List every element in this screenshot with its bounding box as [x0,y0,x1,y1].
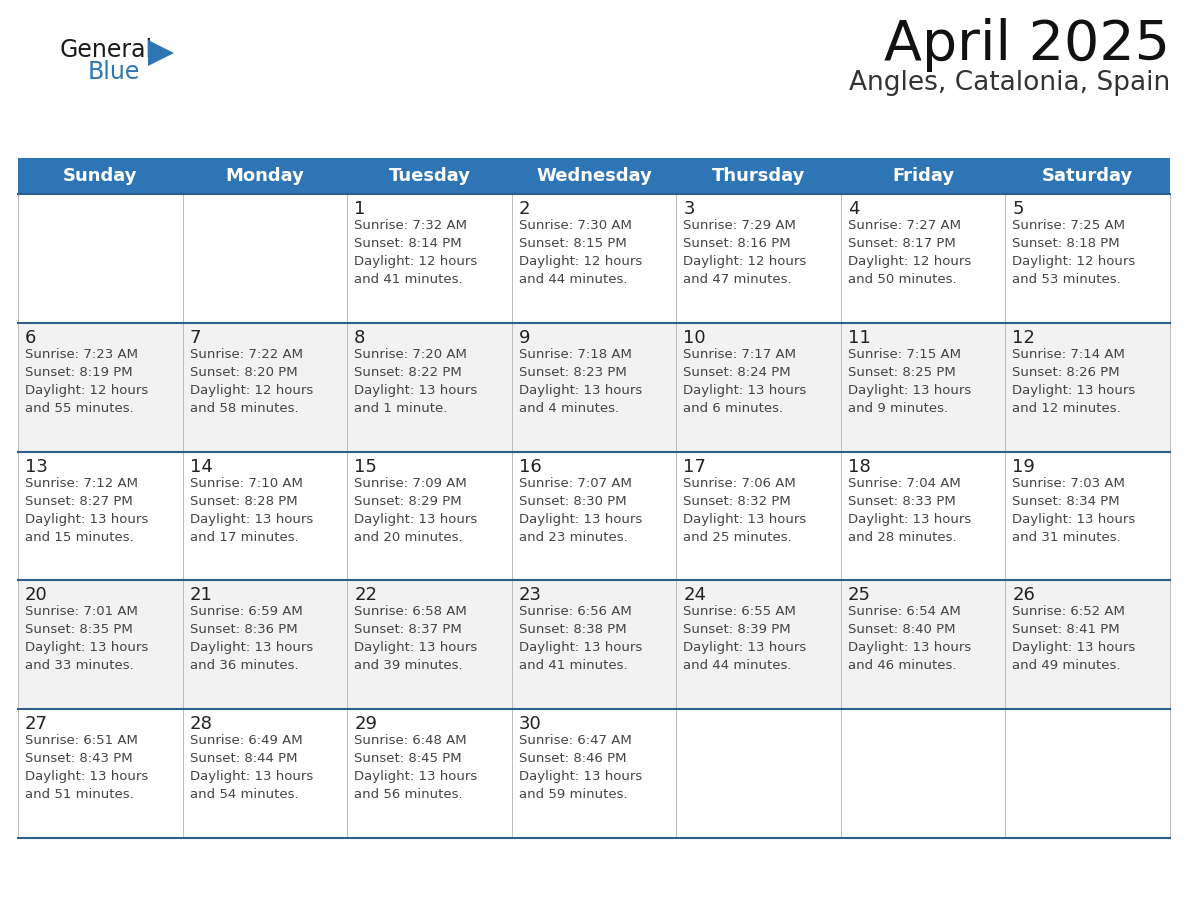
Bar [18,194,1170,323]
Text: Sunrise: 7:22 AM
Sunset: 8:20 PM
Daylight: 12 hours
and 58 minutes.: Sunrise: 7:22 AM Sunset: 8:20 PM Dayligh… [190,348,312,415]
Text: Sunrise: 7:30 AM
Sunset: 8:15 PM
Daylight: 12 hours
and 44 minutes.: Sunrise: 7:30 AM Sunset: 8:15 PM Dayligh… [519,219,642,286]
Polygon shape [148,40,173,66]
Text: Sunrise: 6:49 AM
Sunset: 8:44 PM
Daylight: 13 hours
and 54 minutes.: Sunrise: 6:49 AM Sunset: 8:44 PM Dayligh… [190,734,312,801]
Text: Sunrise: 7:09 AM
Sunset: 8:29 PM
Daylight: 13 hours
and 20 minutes.: Sunrise: 7:09 AM Sunset: 8:29 PM Dayligh… [354,476,478,543]
Bar [18,710,1170,838]
Text: 29: 29 [354,715,377,733]
Text: 21: 21 [190,587,213,604]
Text: Sunrise: 7:32 AM
Sunset: 8:14 PM
Daylight: 12 hours
and 41 minutes.: Sunrise: 7:32 AM Sunset: 8:14 PM Dayligh… [354,219,478,286]
Text: Sunrise: 6:55 AM
Sunset: 8:39 PM
Daylight: 13 hours
and 44 minutes.: Sunrise: 6:55 AM Sunset: 8:39 PM Dayligh… [683,605,807,672]
Text: Sunrise: 7:25 AM
Sunset: 8:18 PM
Daylight: 12 hours
and 53 minutes.: Sunrise: 7:25 AM Sunset: 8:18 PM Dayligh… [1012,219,1136,286]
Text: 5: 5 [1012,200,1024,218]
Text: 9: 9 [519,329,530,347]
Text: 2: 2 [519,200,530,218]
Bar [18,323,1170,452]
Text: General: General [61,38,153,62]
Text: 3: 3 [683,200,695,218]
Text: 23: 23 [519,587,542,604]
Text: Blue: Blue [88,60,140,84]
Bar [18,452,1170,580]
Text: Sunrise: 7:29 AM
Sunset: 8:16 PM
Daylight: 12 hours
and 47 minutes.: Sunrise: 7:29 AM Sunset: 8:16 PM Dayligh… [683,219,807,286]
Text: Angles, Catalonia, Spain: Angles, Catalonia, Spain [848,70,1170,96]
Text: Sunrise: 7:27 AM
Sunset: 8:17 PM
Daylight: 12 hours
and 50 minutes.: Sunrise: 7:27 AM Sunset: 8:17 PM Dayligh… [848,219,971,286]
Text: Sunrise: 7:06 AM
Sunset: 8:32 PM
Daylight: 13 hours
and 25 minutes.: Sunrise: 7:06 AM Sunset: 8:32 PM Dayligh… [683,476,807,543]
Text: Friday: Friday [892,167,954,185]
Bar [18,158,1170,194]
Text: 11: 11 [848,329,871,347]
Text: Sunrise: 7:10 AM
Sunset: 8:28 PM
Daylight: 13 hours
and 17 minutes.: Sunrise: 7:10 AM Sunset: 8:28 PM Dayligh… [190,476,312,543]
Text: 25: 25 [848,587,871,604]
Text: 28: 28 [190,715,213,733]
Text: Sunrise: 6:51 AM
Sunset: 8:43 PM
Daylight: 13 hours
and 51 minutes.: Sunrise: 6:51 AM Sunset: 8:43 PM Dayligh… [25,734,148,801]
Text: 18: 18 [848,457,871,476]
Text: 6: 6 [25,329,37,347]
Text: Saturday: Saturday [1042,167,1133,185]
Text: Sunrise: 7:18 AM
Sunset: 8:23 PM
Daylight: 13 hours
and 4 minutes.: Sunrise: 7:18 AM Sunset: 8:23 PM Dayligh… [519,348,642,415]
Text: Sunrise: 7:23 AM
Sunset: 8:19 PM
Daylight: 12 hours
and 55 minutes.: Sunrise: 7:23 AM Sunset: 8:19 PM Dayligh… [25,348,148,415]
Text: Sunrise: 7:01 AM
Sunset: 8:35 PM
Daylight: 13 hours
and 33 minutes.: Sunrise: 7:01 AM Sunset: 8:35 PM Dayligh… [25,605,148,672]
Text: April 2025: April 2025 [884,18,1170,72]
Text: Sunrise: 7:17 AM
Sunset: 8:24 PM
Daylight: 13 hours
and 6 minutes.: Sunrise: 7:17 AM Sunset: 8:24 PM Dayligh… [683,348,807,415]
Bar [18,580,1170,710]
Text: 27: 27 [25,715,48,733]
Text: 10: 10 [683,329,706,347]
Text: 13: 13 [25,457,48,476]
Text: Sunrise: 6:56 AM
Sunset: 8:38 PM
Daylight: 13 hours
and 41 minutes.: Sunrise: 6:56 AM Sunset: 8:38 PM Dayligh… [519,605,642,672]
Text: Thursday: Thursday [712,167,805,185]
Text: Sunrise: 7:04 AM
Sunset: 8:33 PM
Daylight: 13 hours
and 28 minutes.: Sunrise: 7:04 AM Sunset: 8:33 PM Dayligh… [848,476,971,543]
Text: Wednesday: Wednesday [536,167,652,185]
Text: Sunrise: 7:15 AM
Sunset: 8:25 PM
Daylight: 13 hours
and 9 minutes.: Sunrise: 7:15 AM Sunset: 8:25 PM Dayligh… [848,348,971,415]
Text: Sunrise: 7:03 AM
Sunset: 8:34 PM
Daylight: 13 hours
and 31 minutes.: Sunrise: 7:03 AM Sunset: 8:34 PM Dayligh… [1012,476,1136,543]
Text: 12: 12 [1012,329,1035,347]
Text: 19: 19 [1012,457,1035,476]
Text: 14: 14 [190,457,213,476]
Text: 7: 7 [190,329,201,347]
Text: 24: 24 [683,587,707,604]
Text: 1: 1 [354,200,366,218]
Text: 30: 30 [519,715,542,733]
Text: 17: 17 [683,457,706,476]
Text: 26: 26 [1012,587,1035,604]
Text: Sunrise: 7:14 AM
Sunset: 8:26 PM
Daylight: 13 hours
and 12 minutes.: Sunrise: 7:14 AM Sunset: 8:26 PM Dayligh… [1012,348,1136,415]
Text: 8: 8 [354,329,366,347]
Text: Sunrise: 7:20 AM
Sunset: 8:22 PM
Daylight: 13 hours
and 1 minute.: Sunrise: 7:20 AM Sunset: 8:22 PM Dayligh… [354,348,478,415]
Text: Sunrise: 7:07 AM
Sunset: 8:30 PM
Daylight: 13 hours
and 23 minutes.: Sunrise: 7:07 AM Sunset: 8:30 PM Dayligh… [519,476,642,543]
Text: Sunrise: 6:48 AM
Sunset: 8:45 PM
Daylight: 13 hours
and 56 minutes.: Sunrise: 6:48 AM Sunset: 8:45 PM Dayligh… [354,734,478,801]
Text: Sunrise: 6:54 AM
Sunset: 8:40 PM
Daylight: 13 hours
and 46 minutes.: Sunrise: 6:54 AM Sunset: 8:40 PM Dayligh… [848,605,971,672]
Text: 20: 20 [25,587,48,604]
Text: Sunday: Sunday [63,167,138,185]
Text: 4: 4 [848,200,859,218]
Text: 22: 22 [354,587,377,604]
Text: Monday: Monday [226,167,304,185]
Text: 16: 16 [519,457,542,476]
Text: Sunrise: 6:59 AM
Sunset: 8:36 PM
Daylight: 13 hours
and 36 minutes.: Sunrise: 6:59 AM Sunset: 8:36 PM Dayligh… [190,605,312,672]
Text: Tuesday: Tuesday [388,167,470,185]
Text: Sunrise: 6:58 AM
Sunset: 8:37 PM
Daylight: 13 hours
and 39 minutes.: Sunrise: 6:58 AM Sunset: 8:37 PM Dayligh… [354,605,478,672]
Text: Sunrise: 7:12 AM
Sunset: 8:27 PM
Daylight: 13 hours
and 15 minutes.: Sunrise: 7:12 AM Sunset: 8:27 PM Dayligh… [25,476,148,543]
Text: Sunrise: 6:47 AM
Sunset: 8:46 PM
Daylight: 13 hours
and 59 minutes.: Sunrise: 6:47 AM Sunset: 8:46 PM Dayligh… [519,734,642,801]
Text: 15: 15 [354,457,377,476]
Text: Sunrise: 6:52 AM
Sunset: 8:41 PM
Daylight: 13 hours
and 49 minutes.: Sunrise: 6:52 AM Sunset: 8:41 PM Dayligh… [1012,605,1136,672]
